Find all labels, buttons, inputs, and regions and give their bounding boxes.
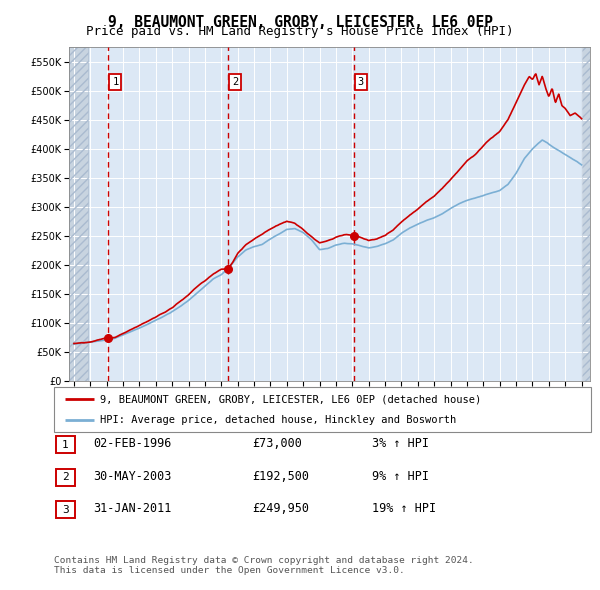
Text: 9, BEAUMONT GREEN, GROBY, LEICESTER, LE6 0EP (detached house): 9, BEAUMONT GREEN, GROBY, LEICESTER, LE6… <box>100 394 481 404</box>
Bar <box>69 47 88 381</box>
Bar <box>581 47 590 381</box>
Text: 3: 3 <box>62 505 69 514</box>
FancyBboxPatch shape <box>56 502 75 518</box>
Text: 2: 2 <box>62 473 69 482</box>
Text: 02-FEB-1996: 02-FEB-1996 <box>93 437 172 450</box>
FancyBboxPatch shape <box>54 387 591 432</box>
Text: 1: 1 <box>112 77 118 87</box>
Text: 9, BEAUMONT GREEN, GROBY, LEICESTER, LE6 0EP: 9, BEAUMONT GREEN, GROBY, LEICESTER, LE6… <box>107 15 493 30</box>
Text: HPI: Average price, detached house, Hinckley and Bosworth: HPI: Average price, detached house, Hinc… <box>100 415 456 425</box>
Text: 3% ↑ HPI: 3% ↑ HPI <box>372 437 429 450</box>
Text: £192,500: £192,500 <box>252 470 309 483</box>
Text: 3: 3 <box>358 77 364 87</box>
Text: 30-MAY-2003: 30-MAY-2003 <box>93 470 172 483</box>
FancyBboxPatch shape <box>56 469 75 486</box>
Text: Price paid vs. HM Land Registry's House Price Index (HPI): Price paid vs. HM Land Registry's House … <box>86 25 514 38</box>
Text: 9% ↑ HPI: 9% ↑ HPI <box>372 470 429 483</box>
Text: 1: 1 <box>62 440 69 450</box>
Text: 2: 2 <box>232 77 238 87</box>
Text: £73,000: £73,000 <box>252 437 302 450</box>
Text: 31-JAN-2011: 31-JAN-2011 <box>93 502 172 515</box>
Text: £249,950: £249,950 <box>252 502 309 515</box>
FancyBboxPatch shape <box>56 437 75 453</box>
Text: 19% ↑ HPI: 19% ↑ HPI <box>372 502 436 515</box>
Bar <box>69 47 88 381</box>
Bar <box>581 47 590 381</box>
Text: Contains HM Land Registry data © Crown copyright and database right 2024.
This d: Contains HM Land Registry data © Crown c… <box>54 556 474 575</box>
